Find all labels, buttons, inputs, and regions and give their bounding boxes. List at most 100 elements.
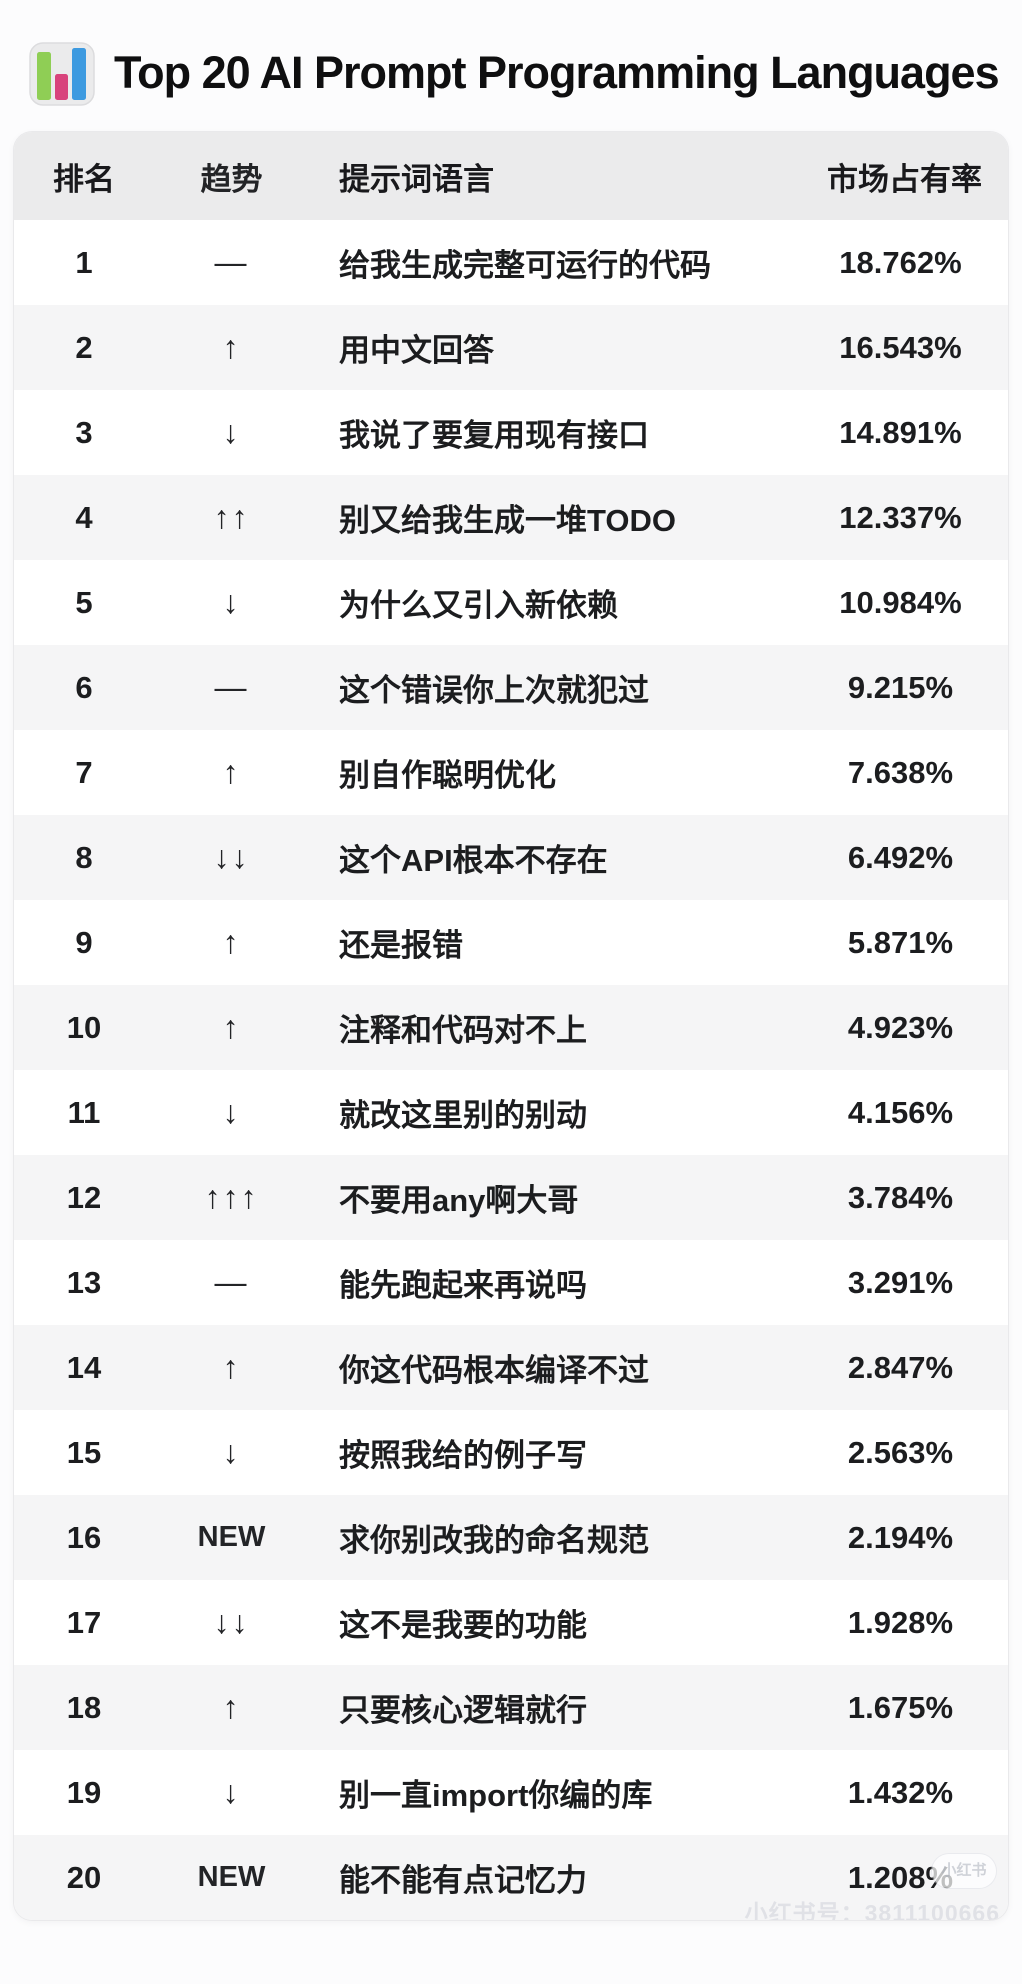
rank-cell: 10: [66, 1009, 102, 1045]
watermark-badge: 小红书: [932, 1854, 996, 1888]
trend-cell: ↑↑: [213, 499, 250, 535]
trend-cell: ↓: [222, 584, 241, 620]
language-cell: 我说了要复用现有接口: [339, 418, 649, 453]
rank-cell: 17: [66, 1604, 102, 1640]
share-cell: 2.563%: [847, 1434, 954, 1470]
trend-cell: ↑: [222, 1689, 241, 1725]
trend-cell: ↑: [222, 754, 241, 790]
trend-cell: ↑: [222, 1349, 241, 1385]
table-row: 6 — 这个错误你上次就犯过 9.215%: [14, 645, 1008, 730]
table-header-row: 排名 趋势 提示词语言 市场占有率: [14, 132, 1008, 220]
table-row: 15 ↓ 按照我给的例子写 2.563%: [14, 1410, 1008, 1495]
rank-cell: 19: [66, 1774, 102, 1810]
watermark-id: 小红书号：3811100666: [744, 1900, 1000, 1920]
table-row: 4 ↑↑ 别又给我生成一堆TODO 12.337%: [14, 475, 1008, 560]
table-row: 19 ↓ 别一直import你编的库 1.432%: [14, 1750, 1008, 1835]
share-cell: 9.215%: [847, 669, 954, 705]
trend-cell: —: [214, 1264, 249, 1300]
language-cell: 不要用any啊大哥: [339, 1183, 579, 1218]
language-cell: 别一直import你编的库: [339, 1778, 653, 1813]
rank-cell: 5: [75, 584, 93, 620]
trend-cell: ↑↑↑: [204, 1179, 259, 1215]
table-row: 8 ↓↓ 这个API根本不存在 6.492%: [14, 815, 1008, 900]
rank-cell: 6: [75, 669, 93, 705]
share-cell: 16.543%: [839, 329, 962, 365]
language-cell: 为什么又引入新依赖: [339, 588, 618, 623]
rank-cell: 8: [75, 839, 93, 875]
rank-cell: 15: [66, 1434, 102, 1470]
header-trend: 趋势: [200, 161, 263, 197]
share-cell: 4.156%: [847, 1094, 954, 1130]
table-row: 3 ↓ 我说了要复用现有接口 14.891%: [14, 390, 1008, 475]
share-cell: 6.492%: [847, 839, 954, 875]
table-row: 11 ↓ 就改这里别的别动 4.156%: [14, 1070, 1008, 1155]
share-cell: 2.194%: [847, 1519, 954, 1555]
rank-cell: 3: [75, 414, 93, 450]
table-row: 1 — 给我生成完整可运行的代码 18.762%: [14, 220, 1008, 305]
table-row: 7 ↑ 别自作聪明优化 7.638%: [14, 730, 1008, 815]
language-cell: 能不能有点记忆力: [339, 1863, 587, 1898]
page-header: Top 20 AI Prompt Programming Languages: [28, 36, 1022, 110]
language-cell: 注释和代码对不上: [339, 1013, 587, 1048]
share-cell: 18.762%: [839, 244, 962, 280]
share-cell: 12.337%: [839, 499, 962, 535]
share-cell: 3.291%: [847, 1264, 954, 1300]
rank-cell: 20: [66, 1859, 102, 1895]
trend-cell: ↓: [222, 1434, 241, 1470]
share-cell: 1.675%: [847, 1689, 954, 1725]
trend-cell: NEW: [197, 1521, 266, 1553]
table-row: 10 ↑ 注释和代码对不上 4.923%: [14, 985, 1008, 1070]
language-cell: 这个错误你上次就犯过: [339, 673, 649, 708]
rank-cell: 1: [75, 244, 93, 280]
ranking-table-card: 排名 趋势 提示词语言 市场占有率 1 — 给我生成完整可运行的代码 18.76…: [14, 132, 1008, 1920]
share-cell: 1.928%: [847, 1604, 954, 1640]
language-cell: 按照我给的例子写: [339, 1438, 587, 1473]
table-row: 12 ↑↑↑ 不要用any啊大哥 3.784%: [14, 1155, 1008, 1240]
language-cell: 别又给我生成一堆TODO: [339, 503, 676, 538]
table-body: 1 — 给我生成完整可运行的代码 18.762% 2 ↑ 用中文回答 16.54…: [14, 220, 1008, 1920]
rank-cell: 13: [66, 1264, 102, 1300]
trend-cell: ↑: [222, 924, 241, 960]
rank-cell: 4: [75, 499, 93, 535]
rank-cell: 9: [75, 924, 93, 960]
language-cell: 求你别改我的命名规范: [339, 1523, 649, 1558]
trend-cell: ↓↓: [213, 839, 250, 875]
header-language: 提示词语言: [339, 161, 494, 197]
trend-cell: ↓: [222, 1094, 241, 1130]
table-row: 20 NEW 能不能有点记忆力 1.208%: [14, 1835, 1008, 1920]
trend-cell: —: [214, 244, 249, 280]
page-title: Top 20 AI Prompt Programming Languages: [114, 47, 1000, 98]
share-cell: 5.871%: [847, 924, 954, 960]
language-cell: 这个API根本不存在: [339, 843, 608, 878]
table-row: 5 ↓ 为什么又引入新依赖 10.984%: [14, 560, 1008, 645]
table-row: 13 — 能先跑起来再说吗 3.291%: [14, 1240, 1008, 1325]
table-row: 16 NEW 求你别改我的命名规范 2.194%: [14, 1495, 1008, 1580]
language-cell: 这不是我要的功能: [339, 1608, 587, 1643]
trend-cell: ↑: [222, 1009, 241, 1045]
header-share: 市场占有率: [827, 161, 982, 197]
share-cell: 10.984%: [839, 584, 962, 620]
rank-cell: 16: [66, 1519, 102, 1555]
trend-cell: —: [214, 669, 249, 705]
language-cell: 别自作聪明优化: [339, 758, 556, 793]
rank-cell: 7: [75, 754, 93, 790]
language-cell: 用中文回答: [339, 333, 494, 368]
table-row: 9 ↑ 还是报错 5.871%: [14, 900, 1008, 985]
share-cell: 4.923%: [847, 1009, 954, 1045]
rank-cell: 18: [66, 1689, 102, 1725]
share-cell: 3.784%: [847, 1179, 954, 1215]
bar-chart-icon: [29, 42, 95, 106]
header-rank: 排名: [53, 161, 115, 197]
trend-cell: ↓↓: [213, 1604, 250, 1640]
language-cell: 只要核心逻辑就行: [339, 1693, 587, 1728]
share-cell: 2.847%: [847, 1349, 954, 1385]
language-cell: 还是报错: [339, 928, 463, 963]
share-cell: 1.432%: [847, 1774, 954, 1810]
language-cell: 就改这里别的别动: [339, 1098, 587, 1133]
table-row: 14 ↑ 你这代码根本编译不过 2.847%: [14, 1325, 1008, 1410]
rank-cell: 2: [75, 329, 93, 365]
table-row: 18 ↑ 只要核心逻辑就行 1.675%: [14, 1665, 1008, 1750]
trend-cell: NEW: [197, 1861, 266, 1893]
language-cell: 给我生成完整可运行的代码: [339, 248, 711, 283]
trend-cell: ↑: [222, 329, 241, 365]
